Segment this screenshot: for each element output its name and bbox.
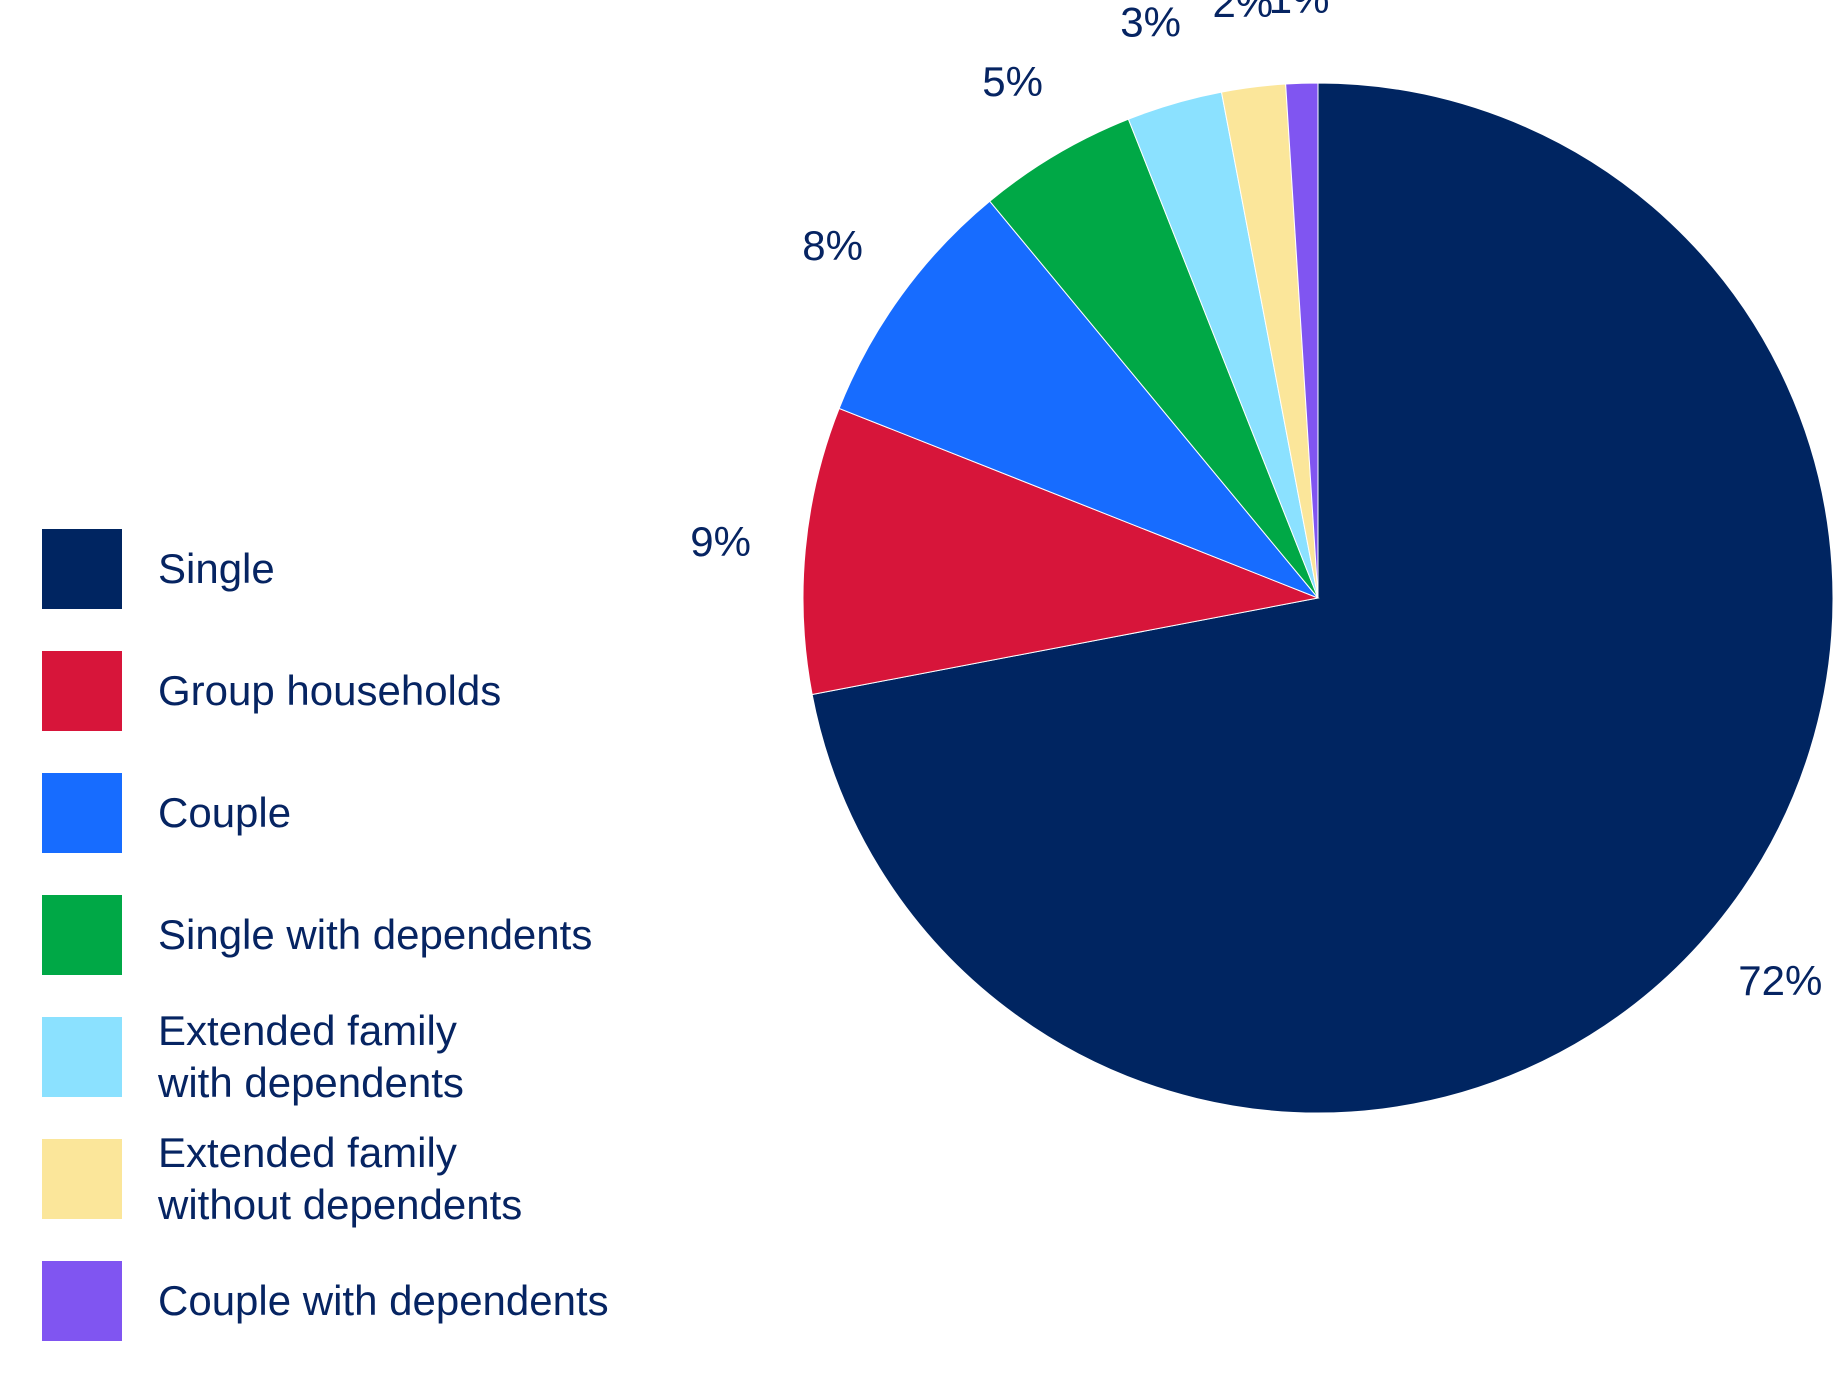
legend-label: Couple <box>158 789 292 836</box>
legend-label: Group households <box>158 667 502 714</box>
legend-label: Extended family with dependents <box>158 1007 464 1106</box>
legend: Single Group households Couple Single with … <box>42 527 762 1381</box>
data-label: 8% <box>802 222 863 269</box>
pie-slice <box>802 407 1320 696</box>
legend-swatch <box>42 529 122 609</box>
legend-item: Couple with dependents <box>42 1259 762 1381</box>
legend-label: Single with dependents <box>158 911 593 958</box>
legend-item: Extended family without dependents <box>42 1129 762 1259</box>
legend-label: Couple with dependents <box>158 1277 609 1324</box>
pie-chart-plot: 72% 9% 8% 5% 3% 2%1% <box>690 0 1834 1114</box>
legend-item: Single with dependents <box>42 893 762 1015</box>
data-label: 5% <box>982 58 1043 105</box>
legend-swatch <box>42 1139 122 1219</box>
pie-slice <box>989 118 1319 599</box>
legend-item: Extended family with dependents <box>42 1007 762 1137</box>
data-label: 2% <box>1212 0 1273 26</box>
legend-swatch <box>42 1261 122 1341</box>
pie-slice <box>1285 82 1319 599</box>
data-label: 3% <box>1120 0 1181 45</box>
pie-slice <box>811 82 1834 1114</box>
legend-swatch <box>42 773 122 853</box>
legend-swatch <box>42 895 122 975</box>
legend-swatch <box>42 651 122 731</box>
legend-item: Single <box>42 527 762 649</box>
pie-chart: 72% 9% 8% 5% 3% 2%1% Single Group households Co… <box>42 0 1834 1341</box>
pie-slice <box>838 200 1319 599</box>
data-label: 9% <box>690 518 751 565</box>
legend-label: Extended family without dependents <box>158 1129 523 1228</box>
legend-swatch <box>42 1017 122 1097</box>
data-label: 1% <box>1269 0 1330 22</box>
legend-item: Group households <box>42 649 762 771</box>
legend-label: Single <box>158 545 275 592</box>
legend-item: Couple <box>42 771 762 893</box>
data-label: 72% <box>1738 957 1822 1004</box>
